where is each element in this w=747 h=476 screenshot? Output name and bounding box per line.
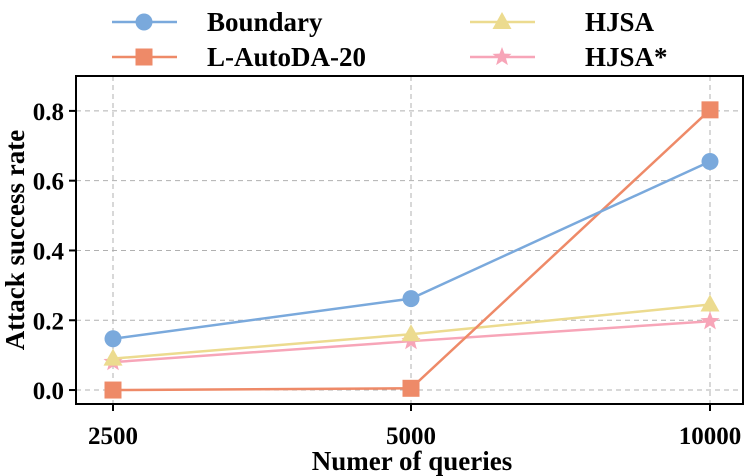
legend-label: Boundary — [207, 7, 323, 37]
plot-frame — [75, 75, 744, 405]
data-point-hjsa — [401, 324, 421, 342]
data-point-l-autoda-20 — [104, 381, 122, 399]
grid — [76, 76, 743, 404]
data-point-boundary — [104, 330, 122, 348]
data-point-hjsa — [700, 311, 720, 330]
data-point-l-autoda-20 — [402, 379, 420, 397]
legend-item-hjsa: HJSA* — [470, 42, 668, 72]
y-tick-label: 0.4 — [33, 238, 65, 265]
legend-marker — [135, 48, 153, 66]
x-tick-label: 10000 — [679, 423, 742, 450]
axes: 0.0 0.2 0.4 0.6 0.8 2500 5000 10000 — [33, 99, 742, 450]
series-hjsa — [103, 294, 720, 366]
series-layer — [103, 101, 720, 399]
data-point-hjsa — [103, 348, 123, 366]
legend-label: HJSA* — [585, 42, 668, 72]
legend-marker — [492, 47, 512, 66]
legend-marker — [135, 13, 153, 31]
x-tick-label: 5000 — [386, 423, 436, 450]
legend-item-hjsa: HJSA — [470, 7, 655, 37]
legend-label: HJSA — [585, 7, 655, 37]
legend-marker — [492, 12, 512, 29]
legend: Boundary L-AutoDA-20 HJSA HJSA* — [112, 7, 668, 72]
legend-item-boundary: Boundary — [112, 7, 323, 37]
y-tick-label: 0.8 — [33, 99, 64, 126]
x-tick-label: 2500 — [88, 423, 138, 450]
data-point-hjsa — [700, 294, 720, 312]
y-tick-label: 0.0 — [33, 378, 64, 405]
data-point-boundary — [402, 290, 420, 308]
y-tick-label: 0.6 — [33, 169, 64, 196]
data-point-boundary — [701, 152, 719, 170]
series-l-autoda-20 — [104, 101, 719, 399]
x-axis-title: Numer of queries — [312, 446, 512, 476]
y-tick-label: 0.2 — [33, 308, 64, 335]
y-axis-title: Attack success rate — [0, 130, 30, 350]
legend-item-l-autoda-20: L-AutoDA-20 — [112, 42, 366, 72]
data-point-l-autoda-20 — [701, 101, 719, 119]
legend-label: L-AutoDA-20 — [207, 42, 366, 72]
series-boundary — [104, 152, 719, 348]
